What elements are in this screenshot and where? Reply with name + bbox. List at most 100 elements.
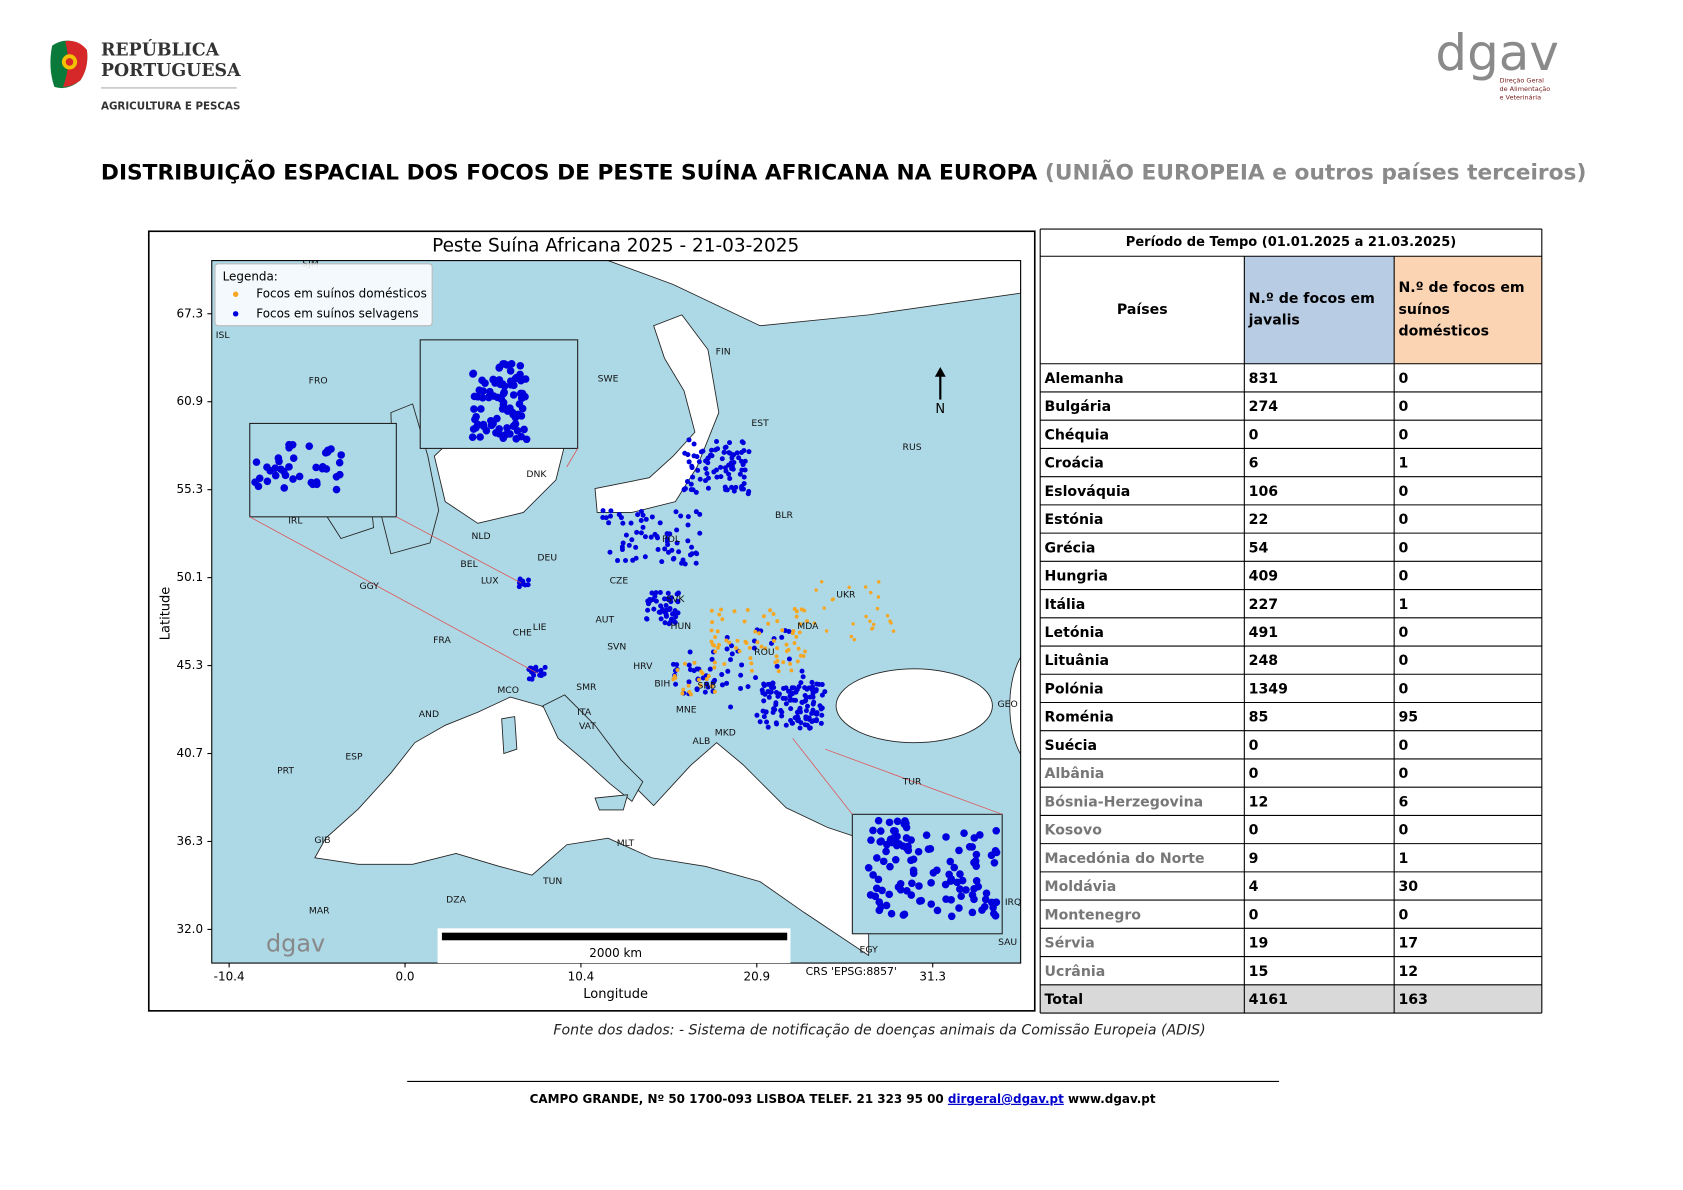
outbreak-dot [783, 701, 789, 707]
y-tick-label: 50.1 [176, 570, 203, 584]
country-label: DNK [526, 469, 547, 480]
outbreak-dot [266, 467, 274, 475]
outbreak-dot [761, 698, 767, 704]
cell-value: 4 [1249, 879, 1259, 895]
outbreak-dot [867, 836, 875, 844]
footer-email[interactable]: dirgeral@dgav.pt [948, 1091, 1064, 1105]
outbreak-dot [719, 607, 724, 612]
outbreak-dot [657, 589, 663, 595]
outbreak-dot [774, 663, 780, 669]
outbreak-dot [992, 898, 1000, 907]
outbreak-dot [775, 619, 780, 624]
country-label: BLR [775, 510, 793, 521]
outbreak-dot [649, 590, 655, 596]
outbreak-dot [773, 702, 779, 708]
outbreak-dot [630, 557, 636, 563]
outbreak-dot [866, 891, 875, 899]
outbreak-dot [786, 688, 792, 694]
outbreak-dot [662, 620, 668, 626]
outbreak-dot [680, 691, 685, 696]
inset-connector [249, 516, 538, 674]
outbreak-dot [876, 838, 885, 846]
dgav-logo: dgav [1435, 24, 1559, 82]
outbreak-dot [693, 550, 699, 556]
country-name: Letónia [1045, 625, 1104, 641]
outbreak-dot [757, 719, 763, 725]
outbreak-dot [271, 471, 280, 480]
outbreak-dot [798, 621, 802, 626]
outbreak-dot [686, 679, 692, 685]
cell-value: 106 [1249, 484, 1279, 500]
outbreak-dot [689, 544, 695, 550]
inset-connector [396, 516, 522, 584]
header-cell [1394, 256, 1542, 364]
outbreak-dot [709, 656, 715, 662]
cell-value: 15 [1249, 964, 1269, 980]
cell-value: 0 [1398, 766, 1408, 782]
outbreak-dot [809, 687, 815, 693]
outbreak-dot [723, 444, 729, 450]
outbreak-dot [741, 448, 747, 454]
outbreak-dot [745, 491, 751, 497]
outbreak-dot [685, 522, 691, 528]
outbreak-dot [714, 439, 720, 445]
outbreak-dot [771, 706, 777, 712]
outbreak-dot [516, 361, 525, 370]
outbreak-dot [500, 382, 509, 390]
country-label: BEL [460, 559, 478, 570]
outbreak-dot [813, 718, 819, 724]
outbreak-dot [798, 653, 803, 658]
header-cell [1244, 256, 1395, 364]
title-main: DISTRIBUIÇÃO ESPACIAL DOS FOCOS DE PESTE… [101, 160, 1038, 186]
country-label: SVK [666, 594, 685, 605]
outbreak-dot [640, 512, 646, 518]
outbreak-dot [748, 656, 753, 661]
outbreak-dot [629, 537, 635, 543]
outbreak-dot [990, 858, 999, 867]
outbreak-dot [638, 508, 644, 514]
country-label: DEU [537, 553, 557, 564]
country-label: ESP [345, 751, 363, 762]
outbreak-dot [767, 689, 773, 695]
column-header: N.º de focos em suínos domésticos [1398, 280, 1524, 340]
outbreak-dot [734, 646, 739, 650]
outbreak-dot [295, 472, 304, 481]
outbreak-dot [669, 547, 675, 553]
outbreak-dot [715, 645, 720, 650]
country-label: ALB [693, 736, 711, 747]
cell-value: 85 [1249, 710, 1269, 726]
outbreak-dot [665, 542, 671, 548]
outbreak-dot [685, 514, 691, 520]
outbreak-dot [644, 616, 650, 622]
cell-value: 0 [1398, 371, 1408, 387]
cell-value: 12 [1249, 794, 1269, 810]
outbreak-dot [713, 635, 717, 640]
outbreak-dot [694, 686, 700, 692]
outbreak-dot [909, 869, 918, 878]
outbreak-dot [675, 599, 681, 605]
outbreak-dot [794, 614, 799, 619]
outbreak-dot [987, 851, 996, 860]
outbreak-dot [849, 634, 854, 639]
outbreak-dot [942, 895, 950, 903]
outbreak-dot [697, 530, 703, 536]
country-label: NLD [471, 531, 490, 542]
outbreak-dot [799, 699, 805, 705]
country-label: LIE [533, 622, 547, 633]
outbreak-dot [538, 671, 544, 677]
cell-value: 0 [1398, 484, 1408, 500]
country-label: MLT [617, 838, 635, 849]
outbreak-dot [327, 445, 335, 453]
outbreak-dot [663, 613, 669, 619]
outbreak-dot [695, 467, 701, 473]
country-label: HRV [633, 661, 653, 672]
outbreak-dot [252, 458, 261, 466]
country-label: VAT [579, 721, 596, 732]
country-name: Polónia [1045, 681, 1104, 697]
outbreak-dot [254, 482, 263, 491]
outbreak-dot [337, 451, 345, 459]
outbreak-dot [797, 706, 803, 712]
country-label: POL [662, 534, 681, 545]
total-row [1040, 984, 1542, 1014]
outbreak-dot [972, 850, 981, 859]
